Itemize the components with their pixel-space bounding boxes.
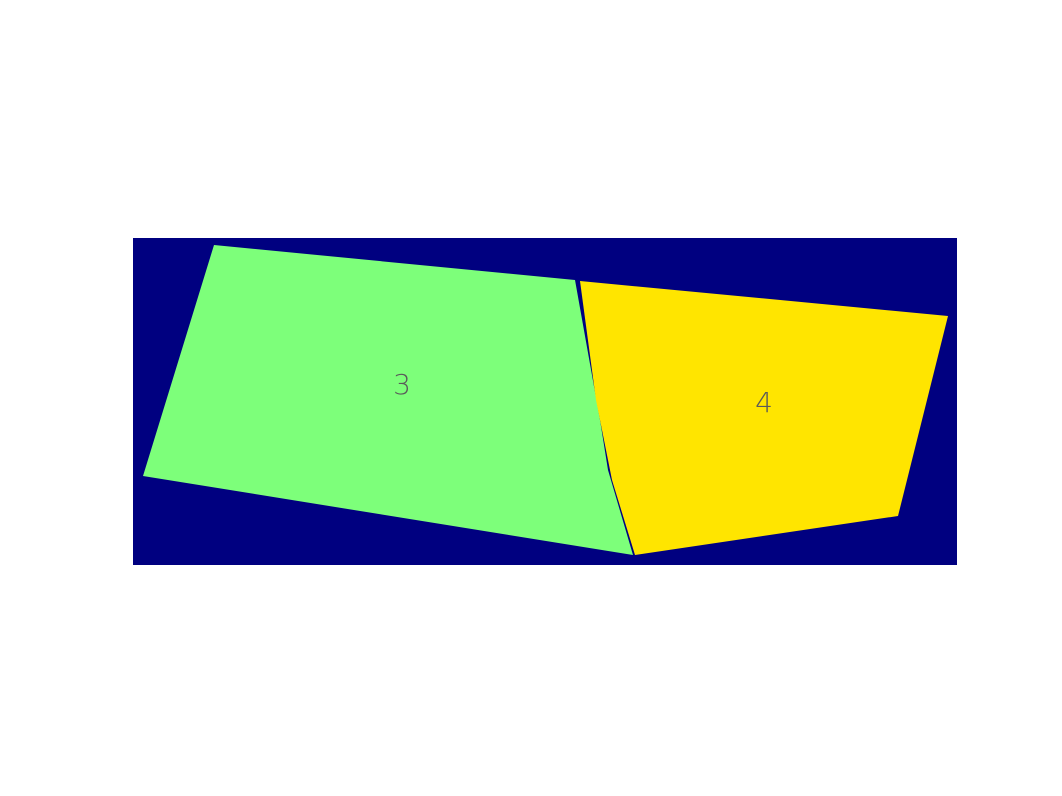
region-4-shape <box>580 281 948 555</box>
region-3-shape <box>143 245 633 555</box>
region-3-label: 3 <box>393 368 411 401</box>
region-4-label: 4 <box>755 386 773 419</box>
